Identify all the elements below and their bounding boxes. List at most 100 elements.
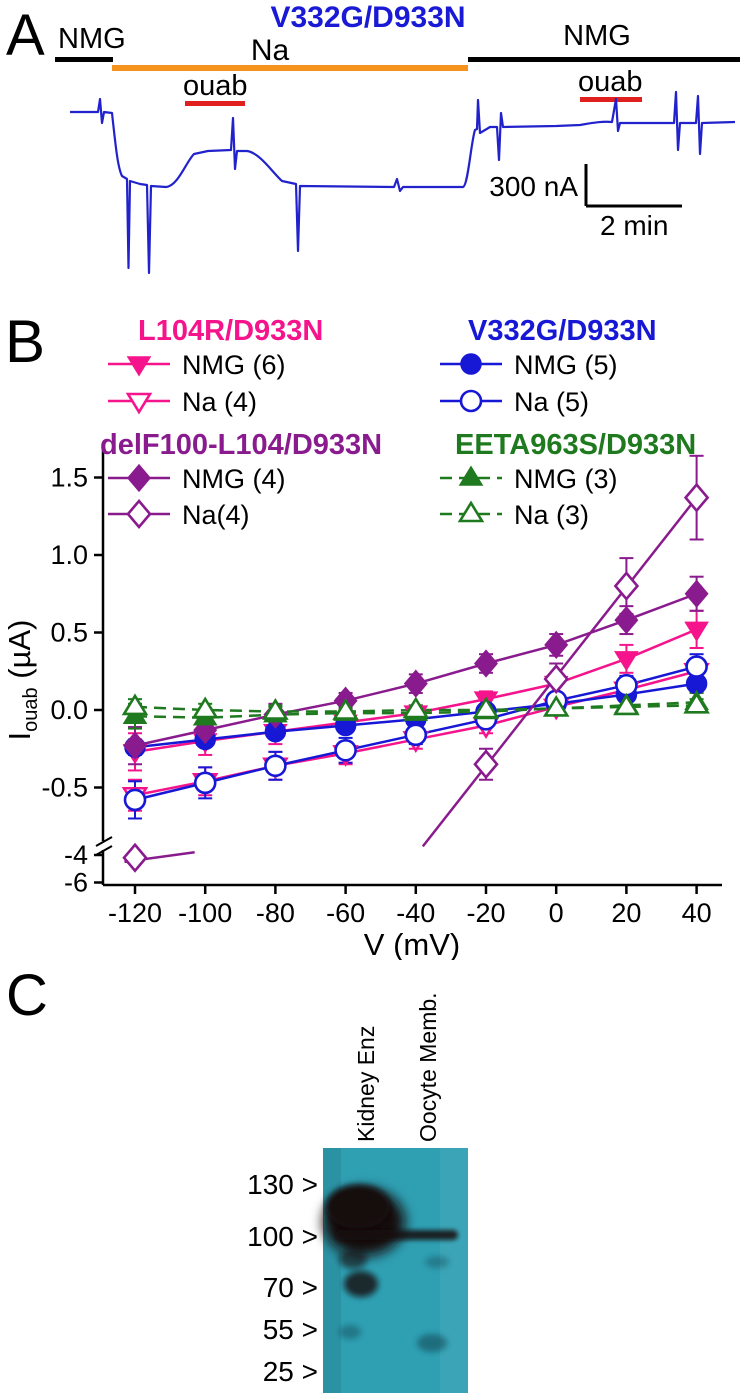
mw-marker-25: 25 >	[263, 1356, 318, 1387]
y-tick-label: 1.0	[50, 540, 88, 570]
data-marker	[613, 570, 640, 602]
current-scale-label: 300 nA	[489, 171, 578, 202]
panel-c: C Kidney Enz Oocyte Memb. 130 > 100 > 70…	[6, 963, 468, 1393]
legend-marker	[458, 465, 484, 486]
data-marker	[683, 482, 710, 513]
data-marker	[123, 788, 147, 812]
blot-smudge-1	[417, 1334, 447, 1352]
panel-a: A V332G/D933N NMG Na NMG ouab ouab 300 n…	[6, 1, 740, 275]
data-marker	[334, 738, 357, 762]
legend-marker	[127, 463, 151, 493]
data-marker	[683, 691, 710, 714]
nmg-left-bar	[55, 57, 113, 62]
panel-b: B 1.5 1.0 0.5 0.0 -0.5 -4-6 -120 -100 -80 -60 -40 -…	[2, 308, 722, 960]
data-marker	[472, 696, 500, 719]
x-tick-label: -120	[108, 898, 162, 928]
legend-marker	[126, 356, 152, 377]
data-marker	[262, 698, 289, 720]
data-marker	[121, 693, 149, 716]
data-marker	[403, 669, 428, 698]
data-marker	[615, 673, 638, 697]
legend-group-title: V332G/D933N	[468, 315, 657, 347]
panel-a-label: A	[6, 3, 45, 68]
x-tick-label: -20	[466, 898, 505, 928]
x-tick-label: -100	[178, 898, 232, 928]
legend-label: NMG (5)	[514, 350, 618, 380]
blot-band-kidney-130	[326, 1185, 390, 1229]
mw-marker-130: 130 >	[247, 1169, 318, 1200]
blot-edge-light	[440, 1148, 468, 1393]
data-marker	[332, 698, 359, 720]
panel-c-label: C	[6, 963, 48, 1028]
blot-smear-kidney	[339, 1249, 367, 1269]
blot-band-kidney-70	[344, 1271, 378, 1297]
legend-label: Na(4)	[182, 500, 250, 530]
ouab-left-bar	[185, 101, 245, 106]
x-tick-label: 40	[682, 898, 712, 928]
legend-label: NMG (3)	[514, 464, 618, 494]
data-marker	[473, 749, 499, 780]
data-marker	[122, 842, 148, 873]
data-marker	[191, 696, 219, 719]
panel-a-title: V332G/D933N	[270, 1, 465, 34]
y-tick-label: 0.5	[50, 618, 88, 648]
blot-smudge-3	[425, 1256, 449, 1268]
x-tick-label: -80	[256, 898, 295, 928]
y-tick-label: -4	[64, 840, 88, 870]
y-tick-label: 0.0	[50, 695, 88, 725]
data-marker	[684, 621, 709, 642]
y-axis-title: Iouab (µA)	[2, 620, 42, 741]
data-marker	[193, 771, 217, 795]
legend-marker	[457, 500, 485, 523]
data-marker	[404, 723, 428, 747]
blot-band-oocyte-100	[336, 1230, 458, 1240]
x-tick-label: 0	[549, 898, 564, 928]
data-marker	[614, 651, 639, 672]
y-tick-label: -6	[64, 868, 88, 898]
data-marker	[543, 663, 569, 695]
data-marker	[613, 693, 640, 716]
blot-edge-shade	[323, 1148, 341, 1393]
ouab-left-label: ouab	[183, 70, 248, 102]
mw-marker-70: 70 >	[263, 1272, 318, 1303]
lane-label-oocyte: Oocyte Memb.	[415, 992, 441, 1142]
legend-marker	[126, 498, 152, 530]
legend-label: Na (5)	[514, 387, 589, 417]
blot-smudge-2	[339, 1325, 361, 1339]
legend-group-title: EETA963S/D933N	[455, 429, 696, 461]
data-marker	[614, 605, 639, 635]
legend-label: NMG (6)	[182, 350, 286, 380]
legend-marker	[460, 353, 482, 375]
legend-label: Na (4)	[182, 387, 257, 417]
data-marker	[402, 696, 430, 719]
data-marker	[264, 754, 287, 778]
na-bar	[112, 65, 468, 71]
x-tick-label: -60	[326, 898, 365, 928]
ouab-right-label: ouab	[578, 66, 643, 98]
y-axis-break-mark	[95, 836, 113, 847]
time-scale-label: 2 min	[600, 210, 668, 241]
panel-b-label: B	[5, 308, 45, 375]
legend-marker	[125, 392, 153, 415]
data-marker	[544, 630, 569, 660]
nmg-right-bar	[468, 57, 740, 62]
nmg-left-label: NMG	[58, 23, 126, 55]
x-axis-title: V (mV)	[364, 927, 460, 960]
x-tick-label: -40	[396, 898, 435, 928]
lane-label-kidney: Kidney Enz	[353, 1026, 379, 1142]
y-tick-label: 1.5	[50, 463, 88, 493]
ouab-right-bar	[580, 97, 642, 102]
legend-label: Na (3)	[514, 500, 589, 530]
x-tick-label: 20	[611, 898, 641, 928]
mw-marker-55: 55 >	[263, 1314, 318, 1345]
mw-marker-100: 100 >	[247, 1221, 318, 1252]
na-label: Na	[251, 34, 290, 67]
data-marker	[684, 579, 709, 608]
legend-label: NMG (4)	[182, 464, 286, 494]
data-marker	[685, 655, 708, 678]
legend-group-title: delF100-L104/D933N	[100, 429, 382, 461]
y-axis-break-mark	[95, 845, 113, 856]
data-marker	[542, 694, 570, 717]
y-tick-label: -0.5	[41, 773, 88, 803]
